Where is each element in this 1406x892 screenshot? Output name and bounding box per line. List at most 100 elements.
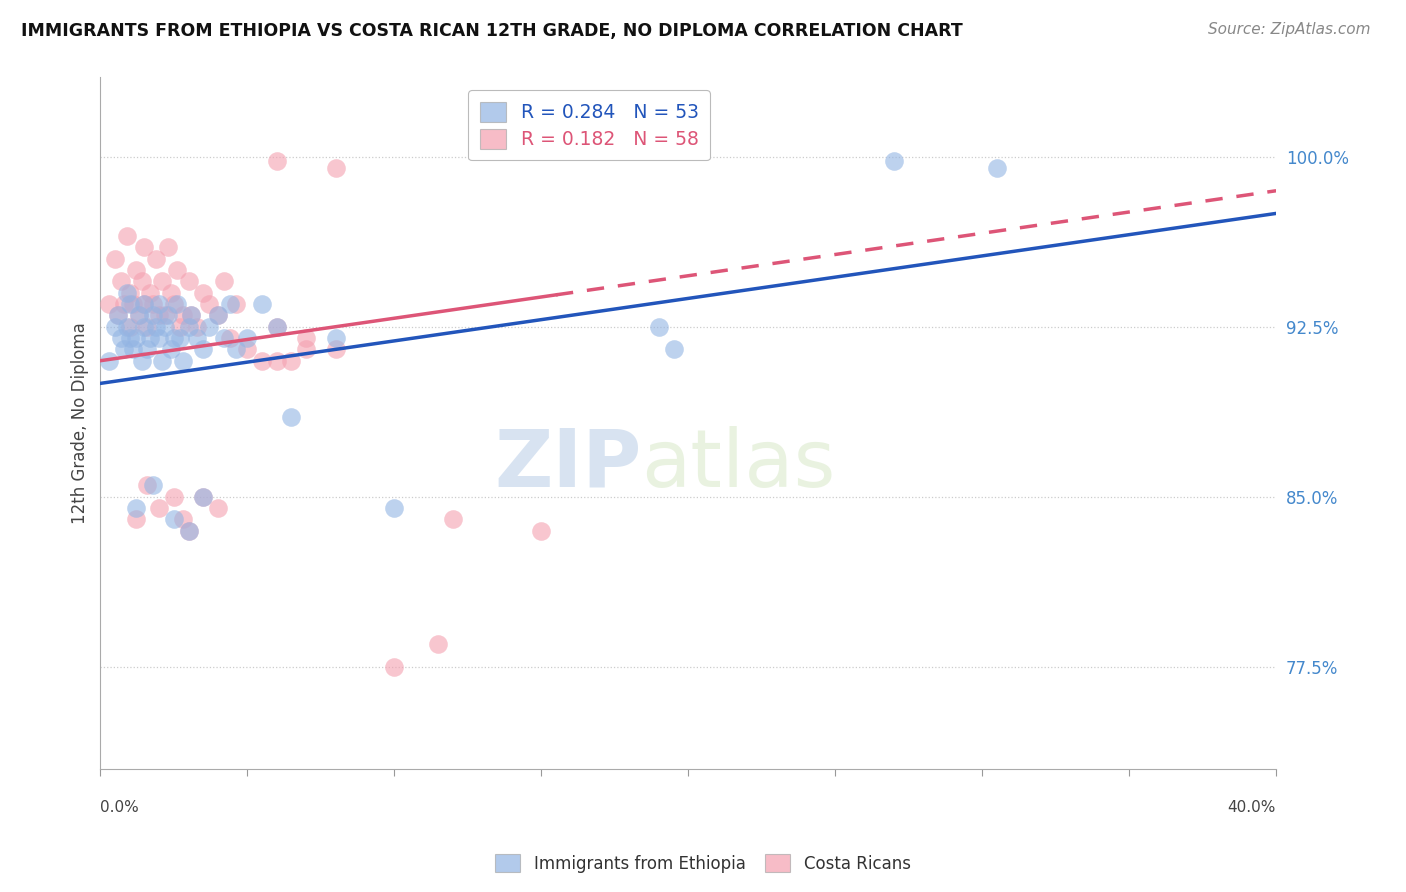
Point — [98, 353, 121, 368]
Text: 0.0%: 0.0% — [100, 800, 139, 814]
Point — [382, 501, 405, 516]
Point — [145, 319, 167, 334]
Point — [207, 309, 229, 323]
Point — [172, 309, 194, 323]
Point — [325, 161, 347, 175]
Point — [150, 353, 173, 368]
Point — [180, 309, 202, 323]
Point — [160, 285, 183, 300]
Point — [198, 297, 221, 311]
Point — [280, 353, 302, 368]
Point — [169, 319, 191, 334]
Point — [225, 343, 247, 357]
Point — [295, 343, 318, 357]
Point — [112, 343, 135, 357]
Point — [153, 319, 176, 334]
Y-axis label: 12th Grade, No Diploma: 12th Grade, No Diploma — [72, 322, 89, 524]
Point — [186, 319, 208, 334]
Point — [172, 353, 194, 368]
Point — [115, 285, 138, 300]
Point — [163, 331, 186, 345]
Point — [236, 331, 259, 345]
Point — [148, 309, 170, 323]
Point — [160, 343, 183, 357]
Point — [266, 353, 288, 368]
Point — [139, 331, 162, 345]
Point — [142, 309, 165, 323]
Point — [104, 319, 127, 334]
Point — [150, 274, 173, 288]
Point — [136, 319, 159, 334]
Point — [112, 297, 135, 311]
Point — [118, 285, 141, 300]
Point — [142, 478, 165, 492]
Point — [136, 478, 159, 492]
Point — [186, 331, 208, 345]
Point — [166, 263, 188, 277]
Point — [427, 637, 450, 651]
Point — [156, 309, 179, 323]
Point — [148, 331, 170, 345]
Legend: R = 0.284   N = 53, R = 0.182   N = 58: R = 0.284 N = 53, R = 0.182 N = 58 — [468, 90, 710, 161]
Point — [212, 274, 235, 288]
Point — [107, 309, 129, 323]
Point — [163, 490, 186, 504]
Point — [124, 512, 146, 526]
Point — [98, 297, 121, 311]
Point — [136, 343, 159, 357]
Point — [883, 154, 905, 169]
Point — [986, 161, 1008, 175]
Point — [166, 297, 188, 311]
Point — [530, 524, 553, 538]
Point — [115, 319, 138, 334]
Point — [212, 331, 235, 345]
Point — [148, 501, 170, 516]
Point — [180, 309, 202, 323]
Point — [153, 309, 176, 323]
Point — [250, 353, 273, 368]
Text: ZIP: ZIP — [494, 425, 641, 503]
Point — [295, 331, 318, 345]
Point — [107, 309, 129, 323]
Point — [207, 501, 229, 516]
Text: atlas: atlas — [641, 425, 835, 503]
Point — [156, 240, 179, 254]
Point — [172, 512, 194, 526]
Point — [441, 512, 464, 526]
Point — [266, 154, 288, 169]
Point — [325, 343, 347, 357]
Point — [218, 331, 240, 345]
Point — [193, 490, 215, 504]
Point — [207, 309, 229, 323]
Point — [225, 297, 247, 311]
Point — [121, 297, 143, 311]
Point — [131, 274, 153, 288]
Point — [118, 297, 141, 311]
Point — [193, 490, 215, 504]
Point — [382, 659, 405, 673]
Point — [145, 252, 167, 266]
Text: 40.0%: 40.0% — [1227, 800, 1277, 814]
Point — [662, 343, 685, 357]
Text: Source: ZipAtlas.com: Source: ZipAtlas.com — [1208, 22, 1371, 37]
Point — [124, 331, 146, 345]
Point — [193, 343, 215, 357]
Point — [193, 285, 215, 300]
Point — [134, 240, 156, 254]
Point — [148, 297, 170, 311]
Point — [128, 309, 150, 323]
Point — [198, 319, 221, 334]
Point — [648, 319, 671, 334]
Legend: Immigrants from Ethiopia, Costa Ricans: Immigrants from Ethiopia, Costa Ricans — [488, 847, 918, 880]
Point — [218, 297, 240, 311]
Point — [177, 524, 200, 538]
Point — [134, 319, 156, 334]
Point — [134, 297, 156, 311]
Point — [128, 309, 150, 323]
Point — [325, 331, 347, 345]
Point — [115, 229, 138, 244]
Point — [110, 331, 132, 345]
Point — [104, 252, 127, 266]
Point — [280, 410, 302, 425]
Point — [177, 319, 200, 334]
